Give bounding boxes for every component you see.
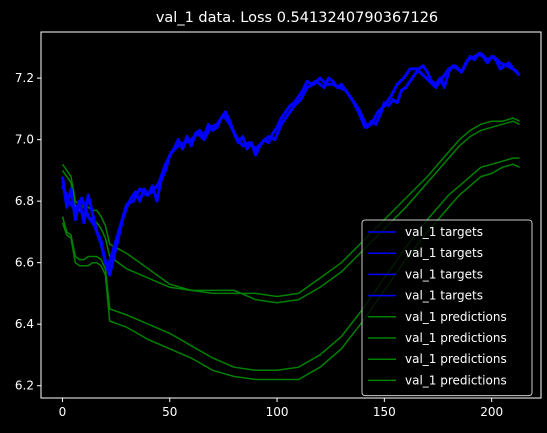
- chart-title: val_1 data. Loss 0.5413240790367126: [156, 10, 438, 26]
- legend-box: [361, 219, 533, 397]
- x-tick-label: 100: [266, 405, 289, 419]
- legend-label: val_1 targets: [405, 246, 483, 260]
- legend-label: val_1 predictions: [405, 352, 507, 366]
- legend-label: val_1 predictions: [405, 310, 507, 324]
- axes-frame: [40, 31, 542, 399]
- y-tick-label: 6.8: [15, 194, 34, 208]
- y-axis: 6.2 6.4 6.6 6.8 7.0 7.2: [15, 71, 41, 393]
- legend-label: val_1 targets: [405, 225, 483, 239]
- legend-label: val_1 targets: [405, 289, 483, 303]
- y-tick-label: 7.0: [15, 133, 34, 147]
- legend: val_1 targets val_1 targets val_1 targets v…: [361, 219, 533, 397]
- x-tick-label: 200: [480, 405, 503, 419]
- plot-area: [61, 52, 521, 381]
- legend-label: val_1 predictions: [405, 331, 507, 345]
- y-tick-label: 7.2: [15, 71, 34, 85]
- y-tick-label: 6.2: [15, 379, 34, 393]
- prediction-line-4: [61, 163, 520, 381]
- x-tick-label: 0: [59, 405, 67, 419]
- legend-label: val_1 predictions: [405, 373, 507, 387]
- series-layer: [61, 52, 521, 381]
- y-tick-label: 6.6: [15, 256, 34, 270]
- y-tick-label: 6.4: [15, 317, 34, 331]
- target-line-2: [61, 52, 521, 271]
- legend-label: val_1 targets: [405, 267, 483, 281]
- x-tick-label: 150: [373, 405, 396, 419]
- x-tick-label: 50: [162, 405, 177, 419]
- prediction-line-3: [61, 157, 520, 372]
- x-axis: 0 50 100 150 200: [59, 398, 503, 419]
